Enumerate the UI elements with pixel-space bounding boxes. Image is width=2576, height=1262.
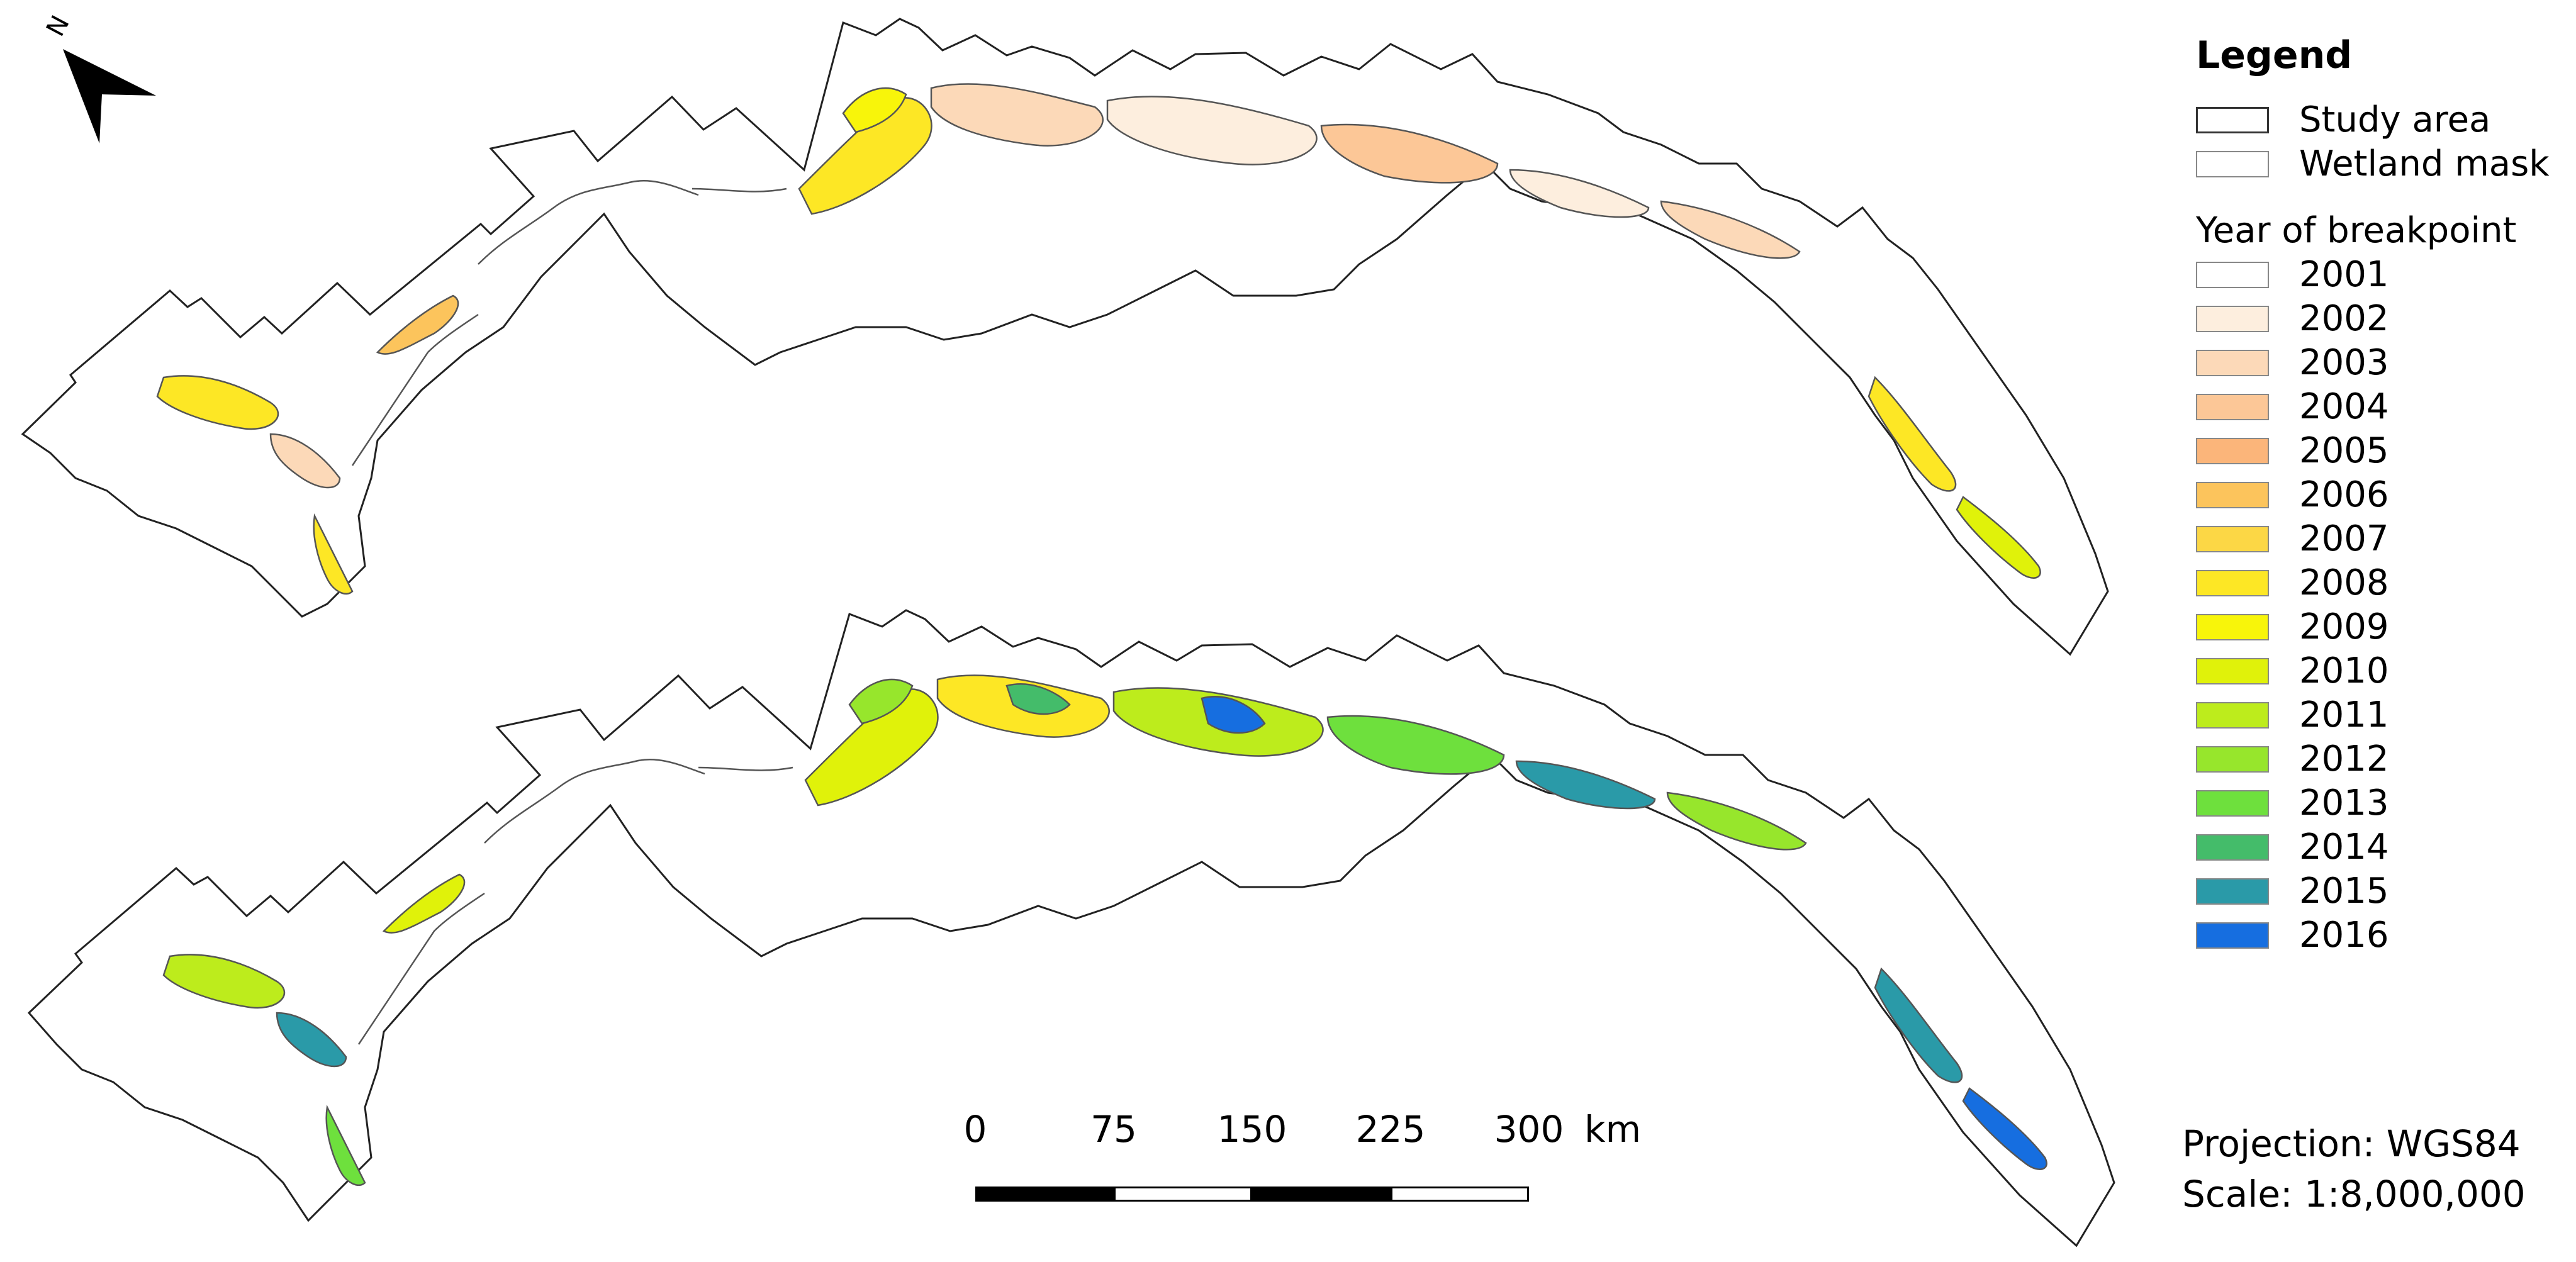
scale-tick-label: 225	[1355, 1108, 1426, 1151]
year-label: 2015	[2299, 871, 2389, 912]
scale-tick-label: 150	[1217, 1108, 1287, 1151]
legend-label-study-area: Study area	[2299, 99, 2491, 140]
study-area-top	[21, 18, 2109, 656]
scale-text: Scale: 1:8,000,000	[2182, 1173, 2526, 1215]
legend-row-year: 2002	[2196, 297, 2561, 341]
map-footer: Projection: WGS84 Scale: 1:8,000,000	[2182, 1119, 2526, 1219]
legend-row-year: 2013	[2196, 781, 2561, 825]
north-arrow-letter: N	[41, 11, 76, 41]
year-label: 2012	[2299, 739, 2389, 779]
study-area-bottom	[27, 609, 2115, 1248]
scale-tick-label: 300	[1494, 1108, 1564, 1151]
legend-row-year: 2011	[2196, 693, 2561, 737]
wetland-patches-top	[156, 83, 2041, 595]
year-label: 2006	[2299, 474, 2389, 515]
year-swatch	[2196, 394, 2269, 420]
study-area-swatch	[2196, 107, 2269, 133]
legend-row-year: 2016	[2196, 913, 2561, 958]
legend-title: Legend	[2196, 33, 2353, 77]
legend-row-wetland-mask: Wetland mask	[2196, 142, 2561, 186]
year-swatch	[2196, 702, 2269, 729]
scale-segment	[975, 1187, 1114, 1202]
legend-row-year: 2007	[2196, 517, 2561, 561]
year-swatch	[2196, 790, 2269, 817]
north-arrow-icon: N	[41, 11, 156, 143]
legend-row-year: 2006	[2196, 473, 2561, 517]
year-label: 2005	[2299, 430, 2389, 471]
year-swatch	[2196, 922, 2269, 949]
legend-row-year: 2015	[2196, 869, 2561, 913]
year-label: 2003	[2299, 342, 2389, 383]
legend-row-year: 2004	[2196, 385, 2561, 429]
year-label: 2007	[2299, 518, 2389, 559]
wetland-mask-swatch	[2196, 151, 2269, 177]
year-swatch	[2196, 570, 2269, 596]
year-list: 2001 2002 2003 2004 2005 2006 2007 2008 2009 2010…	[2196, 253, 2561, 958]
year-label: 2013	[2299, 783, 2389, 824]
year-swatch	[2196, 350, 2269, 376]
legend-row-year: 2003	[2196, 341, 2561, 385]
map-frame: N	[21, 11, 2115, 1248]
year-label: 2014	[2299, 827, 2389, 868]
legend-row-year: 2005	[2196, 429, 2561, 473]
legend: Legend Study area Wetland mask Year of b…	[2196, 30, 2561, 958]
year-label: 2008	[2299, 562, 2389, 603]
year-swatch	[2196, 306, 2269, 332]
legend-row-year: 2012	[2196, 737, 2561, 781]
legend-row-year: 2014	[2196, 825, 2561, 869]
legend-row-year: 2001	[2196, 253, 2561, 297]
legend-label-wetland-mask: Wetland mask	[2299, 143, 2550, 184]
year-label: 2001	[2299, 254, 2389, 295]
scale-segment	[1252, 1187, 1391, 1202]
scale-bar: km 0 75 150 225 300	[964, 1107, 1641, 1214]
year-label: 2016	[2299, 915, 2389, 956]
scale-segment	[1391, 1187, 1529, 1202]
wetland-patches-bottom	[162, 674, 2047, 1187]
year-label: 2011	[2299, 695, 2389, 735]
legend-row-year: 2008	[2196, 561, 2561, 605]
year-swatch	[2196, 482, 2269, 508]
year-swatch	[2196, 746, 2269, 773]
year-swatch	[2196, 658, 2269, 684]
year-swatch	[2196, 438, 2269, 464]
year-swatch	[2196, 262, 2269, 288]
year-label: 2010	[2299, 651, 2389, 691]
legend-row-year: 2009	[2196, 605, 2561, 649]
legend-row-year: 2010	[2196, 649, 2561, 693]
legend-row-study-area: Study area	[2196, 98, 2561, 142]
year-label: 2009	[2299, 606, 2389, 647]
scale-segment	[1114, 1187, 1252, 1202]
scale-tick-label: 75	[1090, 1108, 1137, 1151]
scale-units: km	[1584, 1108, 1642, 1151]
year-swatch	[2196, 526, 2269, 552]
projection-text: Projection: WGS84	[2182, 1122, 2521, 1165]
year-swatch	[2196, 878, 2269, 905]
year-label: 2004	[2299, 386, 2389, 427]
year-swatch	[2196, 834, 2269, 861]
year-swatch	[2196, 614, 2269, 640]
legend-year-title: Year of breakpoint	[2196, 210, 2517, 251]
scale-tick-label: 0	[963, 1108, 987, 1151]
year-label: 2002	[2299, 298, 2389, 339]
